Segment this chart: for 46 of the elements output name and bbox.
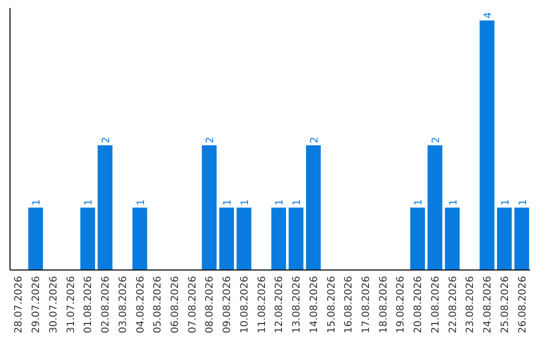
data-label: 1	[414, 199, 425, 206]
data-label: 1	[518, 199, 529, 206]
x-tick-label: 16.08.2026	[344, 276, 355, 334]
x-tick-label: 08.08.2026	[204, 276, 216, 334]
x-tick-label: 21.08.2026	[430, 276, 442, 334]
x-tick-label: 11.08.2026	[256, 276, 268, 334]
x-tick-label: 13.08.2026	[292, 276, 303, 334]
x-tick-label: 09.08.2026	[222, 276, 234, 334]
data-label: 4	[483, 12, 494, 18]
x-tick-label: 30.07.2026	[48, 276, 60, 334]
data-label: 1	[136, 199, 147, 206]
data-label: 2	[430, 136, 442, 144]
x-tick-label: 14.08.2026	[308, 276, 320, 334]
data-label: 1	[292, 199, 304, 206]
x-tick-label: 07.08.2026	[187, 276, 198, 334]
x-tick-label: 26.08.2026	[517, 276, 528, 334]
data-label: 1	[500, 199, 512, 206]
data-label: 2	[101, 136, 112, 144]
x-tick-label: 06.08.2026	[170, 276, 182, 334]
x-tick-label: 05.08.2026	[152, 276, 164, 334]
data-label: 2	[205, 136, 216, 144]
data-label: 1	[84, 199, 95, 206]
x-tick-label: 04.08.2026	[135, 276, 146, 334]
data-label: 1	[274, 199, 286, 206]
x-tick-label: 20.08.2026	[413, 276, 424, 334]
x-tick-label: 31.07.2026	[66, 276, 77, 334]
data-label: 1	[240, 199, 251, 206]
x-tick-label: 25.08.2026	[500, 276, 511, 334]
x-tick-label: 01.08.2026	[83, 276, 94, 334]
x-tick-label: 15.08.2026	[326, 276, 338, 334]
x-tick-label: 12.08.2026	[274, 276, 286, 334]
x-tick-label: 22.08.2026	[448, 276, 459, 334]
data-label: 1	[222, 199, 234, 206]
x-tick-label: 10.08.2026	[239, 276, 250, 334]
x-tick-label: 19.08.2026	[396, 276, 407, 334]
data-label: 1	[448, 199, 460, 206]
x-tick-label: 03.08.2026	[118, 276, 129, 334]
x-tick-label: 18.08.2026	[378, 276, 390, 334]
x-tick-label: 29.07.2026	[31, 276, 42, 334]
x-tick-label: 02.08.2026	[100, 276, 112, 334]
x-tick-label: 28.07.2026	[14, 276, 25, 334]
data-label: 1	[32, 199, 43, 206]
x-tick-label: 24.08.2026	[482, 276, 494, 334]
x-tick-label: 23.08.2026	[465, 276, 476, 334]
x-tick-label: 17.08.2026	[360, 276, 372, 334]
data-label: 2	[309, 136, 320, 144]
